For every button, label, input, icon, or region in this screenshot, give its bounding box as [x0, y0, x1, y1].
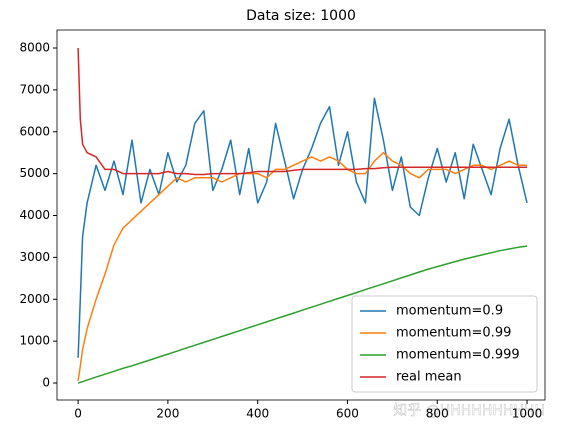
legend-label: momentum=0.9 [396, 304, 503, 319]
x-tick-label: 1000 [512, 407, 543, 421]
y-tick-label: 1000 [19, 334, 50, 348]
x-tick-label: 600 [336, 407, 359, 421]
y-tick-label: 3000 [19, 250, 50, 264]
y-tick-label: 5000 [19, 166, 50, 180]
y-tick-label: 0 [42, 375, 50, 389]
x-tick-label: 400 [246, 407, 269, 421]
series-line [77, 47, 527, 176]
y-tick-label: 6000 [19, 124, 50, 138]
watermark: 知乎 @HHHHHHHHHH [393, 402, 545, 419]
y-tick-label: 7000 [19, 82, 50, 96]
chart-title: Data size: 1000 [246, 8, 356, 24]
x-tick-label: 800 [426, 407, 449, 421]
series-line [77, 97, 528, 358]
series-line [77, 151, 527, 382]
legend-label: real mean [396, 370, 462, 385]
legend-box [351, 295, 538, 393]
y-tick-label: 2000 [19, 292, 50, 306]
legend-label: momentum=0.99 [396, 326, 511, 341]
legend-label: momentum=0.999 [396, 348, 520, 363]
y-tick-label: 4000 [19, 208, 50, 222]
y-tick-label: 8000 [19, 41, 50, 55]
x-tick-label: 200 [156, 407, 179, 421]
plot-frame [56, 29, 546, 401]
x-tick-label: 0 [74, 407, 82, 421]
series-line [77, 245, 528, 384]
